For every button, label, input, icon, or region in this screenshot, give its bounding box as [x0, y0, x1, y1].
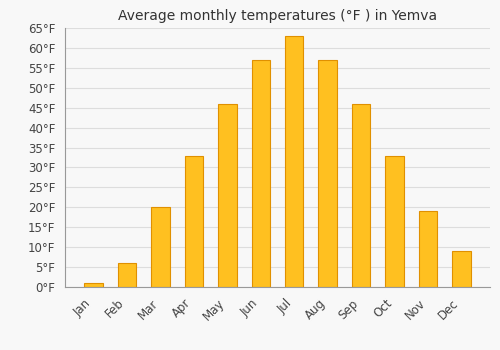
- Bar: [218, 104, 236, 287]
- Bar: [318, 60, 337, 287]
- Bar: [285, 36, 304, 287]
- Bar: [84, 283, 102, 287]
- Title: Average monthly temperatures (°F ) in Yemva: Average monthly temperatures (°F ) in Ye…: [118, 9, 437, 23]
- Bar: [118, 263, 136, 287]
- Bar: [184, 155, 203, 287]
- Bar: [452, 251, 470, 287]
- Bar: [151, 207, 170, 287]
- Bar: [352, 104, 370, 287]
- Bar: [252, 60, 270, 287]
- Bar: [386, 155, 404, 287]
- Bar: [419, 211, 437, 287]
